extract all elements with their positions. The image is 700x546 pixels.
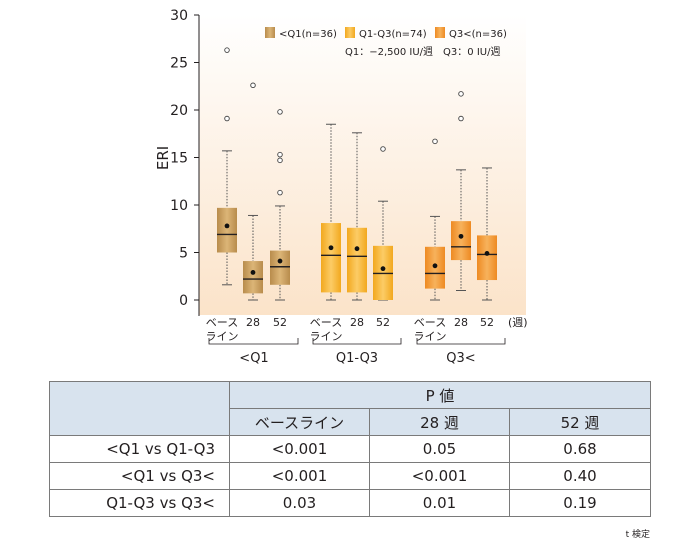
legend-swatch — [345, 27, 355, 38]
outlier-point — [432, 138, 438, 145]
x-label: 28 — [350, 316, 364, 329]
cell-value: 0.01 — [369, 489, 510, 517]
mean-point — [458, 233, 464, 239]
y-tick-label: 30 — [170, 8, 188, 24]
outlier-point — [250, 82, 256, 89]
y-axis-label: ERI — [154, 146, 172, 170]
mean-point — [224, 223, 230, 229]
iqr-box — [217, 207, 237, 253]
mean-point — [432, 263, 438, 269]
row-label: Q1-Q3 vs Q3< — [49, 489, 230, 517]
legend-swatch — [435, 27, 445, 38]
y-tick-label: 25 — [170, 56, 188, 72]
mean-point — [250, 270, 256, 275]
col-header-28w: 28 週 — [369, 408, 510, 436]
iqr-box — [477, 235, 497, 281]
x-label-line1: ベース — [310, 316, 342, 329]
mean-point — [484, 251, 490, 256]
legend-note: Q1：−2,500 IU/週 Q3：0 IU/週 — [345, 46, 500, 58]
outlier-point — [277, 157, 283, 164]
cell-value: 0.05 — [369, 435, 510, 463]
cell-value: <0.001 — [229, 435, 370, 463]
outlier-point — [458, 115, 464, 122]
box-1-2 — [373, 146, 393, 301]
y-tick-label: 5 — [179, 246, 188, 262]
box-2-0 — [425, 138, 445, 301]
x-label: 52 — [376, 316, 390, 329]
y-tick-label: 15 — [170, 151, 188, 167]
group-label: <Q1 — [239, 351, 268, 366]
y-tick-label: 10 — [170, 198, 188, 214]
outlier-point — [458, 91, 464, 97]
week-unit-label: (週) — [508, 316, 528, 329]
box-2-1 — [451, 91, 471, 291]
iqr-box — [321, 223, 341, 293]
cell-value: 0.03 — [229, 489, 370, 517]
outlier-point — [277, 109, 283, 115]
group-bracket — [208, 338, 299, 345]
x-label: 52 — [273, 316, 287, 329]
x-label-line2: ライン — [414, 330, 447, 343]
outlier-point — [277, 151, 283, 158]
box-0-0 — [217, 47, 237, 286]
cell-value: 0.68 — [509, 435, 651, 463]
cell-value: <0.001 — [229, 462, 370, 490]
x-label-line2: ライン — [310, 330, 343, 343]
x-label-line2: ライン — [206, 330, 239, 343]
iqr-box — [451, 221, 471, 261]
x-label: 52 — [480, 316, 494, 329]
group-bracket — [312, 338, 402, 345]
box-0-1 — [243, 82, 263, 301]
iqr-box — [270, 250, 290, 285]
p-value-table: P 値 ベースライン 28 週 52 週 <Q1 vs Q1-Q3 <0.001… — [49, 381, 651, 517]
cell-value: <0.001 — [369, 462, 510, 490]
col-header-52w: 52 週 — [509, 408, 651, 436]
cell-value: 0.40 — [509, 462, 651, 490]
iqr-box — [347, 227, 367, 293]
cell-value: 0.19 — [509, 489, 651, 517]
box-2-2 — [477, 167, 497, 301]
box-0-2 — [270, 109, 290, 301]
table-row: Q1-Q3 vs Q3< 0.03 0.01 0.19 — [49, 489, 651, 517]
table-row: <Q1 vs Q3< <0.001 <0.001 0.40 — [49, 462, 651, 490]
test-note: t 検定 — [625, 530, 650, 540]
legend-label: <Q1(n=36) — [279, 29, 337, 40]
p-value-header: P 値 — [229, 381, 651, 409]
mean-point — [277, 258, 283, 264]
box-1-1 — [347, 132, 367, 301]
outlier-point — [277, 189, 283, 196]
mean-point — [328, 245, 334, 251]
y-tick-label: 0 — [179, 293, 188, 309]
outlier-point — [224, 115, 230, 122]
outlier-point — [224, 47, 230, 53]
table-corner — [49, 381, 230, 436]
mean-point — [380, 266, 386, 272]
col-header-baseline: ベースライン — [229, 408, 370, 436]
group-label: Q3< — [446, 351, 475, 366]
mean-point — [354, 246, 360, 252]
x-label-line1: ベース — [206, 316, 238, 329]
row-label: <Q1 vs Q3< — [49, 462, 230, 490]
group-label: Q1-Q3 — [336, 351, 378, 366]
legend-label: Q3<(n=36) — [449, 29, 507, 40]
x-label-line1: ベース — [414, 316, 446, 329]
table-row: <Q1 vs Q1-Q3 <0.001 0.05 0.68 — [49, 435, 651, 463]
outlier-point — [380, 146, 386, 152]
iqr-box — [243, 261, 263, 294]
legend-swatch — [265, 27, 275, 38]
y-tick-label: 20 — [170, 103, 188, 119]
group-bracket — [416, 338, 506, 345]
x-label: 28 — [454, 316, 468, 329]
legend-label: Q1-Q3(n=74) — [359, 29, 427, 40]
x-label: 28 — [246, 316, 260, 329]
box-1-0 — [321, 123, 341, 301]
row-label: <Q1 vs Q1-Q3 — [49, 435, 230, 463]
